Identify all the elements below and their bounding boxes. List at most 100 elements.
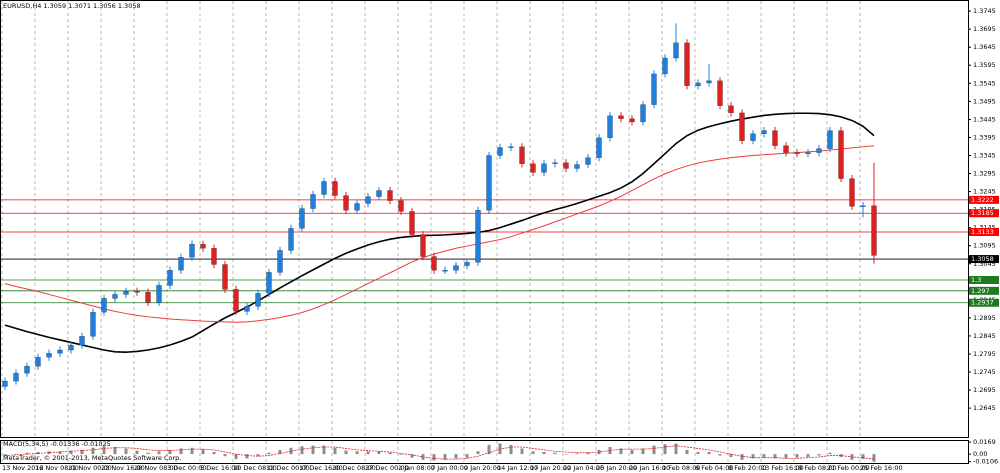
x-tick-label: 17 Dec 16:00 (299, 464, 343, 472)
macd-bar (443, 454, 447, 460)
macd-bar (3, 454, 7, 456)
y-tick-label: 1.3545 (973, 79, 996, 87)
macd-bar (696, 452, 700, 455)
candle-body (596, 137, 602, 158)
macd-bar (278, 449, 282, 455)
macd-bar (828, 452, 832, 455)
level-label: 1.3222 (971, 196, 994, 204)
macd-bar (674, 443, 678, 455)
candle-body (761, 130, 767, 134)
candle-body (2, 380, 8, 387)
macd-bar (564, 454, 568, 455)
x-tick-label: 27 Dec 00:00 (365, 464, 409, 472)
candle-body (772, 130, 778, 146)
level-label: 1.3185 (971, 209, 994, 217)
candle-body (497, 147, 503, 156)
y-tick-label: 1.2895 (973, 314, 996, 322)
macd-bar (773, 454, 777, 459)
x-tick-label: 16 Nov 08:00 (35, 464, 79, 472)
macd-bar (190, 447, 194, 455)
macd-bar (465, 454, 469, 458)
x-tick-label: 8 Feb 20:00 (728, 464, 767, 472)
candle-body (233, 289, 239, 312)
candle-body (90, 311, 96, 337)
x-tick-label: 22 Jan 04:00 (563, 464, 604, 472)
macd-tick-label: -0.0106 (973, 458, 998, 466)
candle-body (486, 155, 492, 211)
candle-body (354, 203, 360, 211)
macd-bar (399, 454, 403, 455)
level-label: 1.3058 (971, 255, 994, 263)
macd-bar (322, 445, 326, 455)
y-tick-label: 1.3395 (973, 133, 996, 141)
candle-body (46, 353, 52, 358)
candle-body (13, 372, 19, 382)
macd-bar (520, 448, 524, 455)
macd-bar (355, 451, 359, 455)
macd-bar (80, 449, 84, 455)
candle-body (805, 152, 811, 154)
macd-bar (751, 454, 755, 459)
y-tick-label: 1.2795 (973, 350, 996, 358)
candle-body (541, 163, 547, 173)
macd-bar (135, 450, 139, 455)
level-label: 1.2937 (971, 299, 994, 307)
candle-body (266, 272, 272, 294)
candle-body (783, 145, 789, 153)
macd-bar (388, 452, 392, 455)
macd-bar (256, 454, 260, 457)
y-tick-label: 1.3695 (973, 25, 996, 33)
candle-body (574, 164, 580, 169)
x-tick-label: 23 Nov 16:00 (101, 464, 145, 472)
candle-body (288, 228, 294, 251)
candle-body (255, 293, 261, 307)
macd-bar (47, 451, 51, 455)
macd-bar (806, 454, 810, 457)
candle-body (871, 205, 877, 256)
y-tick-label: 1.3295 (973, 170, 996, 178)
y-tick-label: 1.3745 (973, 7, 996, 15)
candle-body (827, 130, 833, 149)
x-tick-label: 21 Feb 00:00 (827, 464, 870, 472)
candle-body (332, 181, 338, 196)
y-tick-label: 1.2745 (973, 368, 996, 376)
macd-bar (344, 450, 348, 455)
candle-body (211, 248, 217, 265)
macd-bar (685, 449, 689, 455)
candle-body (244, 306, 250, 312)
macd-bar (25, 452, 29, 455)
macd-bar (102, 446, 106, 455)
y-tick-label: 1.3095 (973, 242, 996, 250)
candle-body (838, 130, 844, 179)
y-tick-label: 1.3595 (973, 61, 996, 69)
x-tick-label: 5 Dec 16:00 (200, 464, 240, 472)
macd-bar (333, 447, 337, 455)
level-box (969, 286, 999, 295)
macd-bar (707, 452, 711, 455)
macd-bar (124, 448, 128, 455)
candle-body (508, 146, 514, 148)
candle-body (816, 148, 822, 153)
candle-body (343, 195, 349, 211)
macd-bar (179, 448, 183, 455)
x-tick-label: 28 Nov 08:00 (134, 464, 178, 472)
candle-body (618, 115, 624, 119)
candle-body (739, 112, 745, 141)
x-tick-label: 18 Feb 08:00 (794, 464, 837, 472)
candle-body (629, 118, 635, 123)
x-tick-label: 20 Dec 08:00 (332, 464, 376, 472)
level-box (969, 209, 999, 218)
candle-body (431, 256, 437, 271)
candle-body (112, 294, 118, 299)
level-box (969, 298, 999, 307)
candle-body (178, 257, 184, 271)
macd-tick-label: 0.00 (973, 450, 987, 458)
y-tick-label: 1.3645 (973, 43, 996, 51)
x-tick-label: 12 Dec 00:00 (266, 464, 310, 472)
candle-body (662, 57, 668, 75)
x-tick-label: 13 Nov 2012 (2, 464, 44, 472)
candle-body (728, 105, 734, 114)
macd-bar (619, 448, 623, 455)
